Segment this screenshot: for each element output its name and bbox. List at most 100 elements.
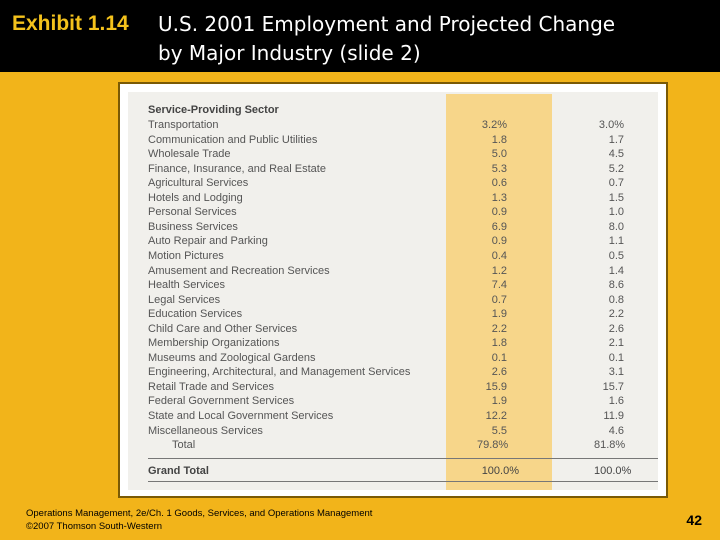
value-2001: 1.9 [491, 395, 507, 408]
value-2001: 0.1 [491, 351, 507, 364]
table-row: Business Services 6.9 8.0 [148, 220, 638, 234]
exhibit-label: Exhibit 1.14 [12, 12, 129, 35]
value-2001: 0.6 [491, 177, 507, 190]
value-2001: 3.2% [481, 119, 507, 131]
industry-name: Retail Trade and Services [148, 380, 274, 393]
table-row: Motion Pictures 0.4 0.5 [148, 249, 638, 263]
table-row: Retail Trade and Services 15.9 15.7 [148, 380, 638, 394]
footer-line-2: ©2007 Thomson South-Western [26, 521, 163, 532]
footer-citation: Operations Management, 2e/Ch. 1 Goods, S… [26, 507, 372, 533]
table-row: Personal Services 0.9 1.0 [148, 205, 638, 219]
industry-name: Personal Services [148, 206, 237, 219]
value-2001: 79.8% [477, 439, 509, 452]
grand-total-projected: 100.0% [594, 465, 632, 477]
value-2001: 12.2 [485, 410, 507, 422]
value-2001: 1.2 [491, 264, 507, 277]
table-row: Engineering, Architectural, and Manageme… [148, 365, 638, 379]
section-title: Service-Providing Sector [148, 104, 279, 116]
table-row: Miscellaneous Services 5.5 4.6 [148, 424, 638, 438]
value-projected: 1.1 [608, 235, 624, 248]
grand-total-label: Grand Total [148, 465, 209, 477]
value-2001: 1.8 [491, 337, 507, 350]
table-row: Auto Repair and Parking 0.9 1.1 [148, 234, 638, 248]
industry-name: Legal Services [148, 293, 221, 306]
industry-name: Education Services [148, 308, 243, 321]
value-projected: 3.1 [608, 366, 624, 379]
table-row: Communication and Public Utilities 1.8 1.7 [148, 133, 638, 147]
table-row: Museums and Zoological Gardens 0.1 0.1 [148, 351, 638, 365]
table-row: Federal Government Services 1.9 1.6 [148, 394, 638, 408]
title-bar: Exhibit 1.14 U.S. 2001 Employment and Pr… [0, 0, 720, 72]
highlight-column [446, 94, 552, 490]
grand-total-2001: 100.0% [481, 465, 519, 477]
value-projected: 0.1 [608, 351, 624, 364]
value-projected: 1.5 [608, 191, 624, 204]
industry-name: Agricultural Services [148, 177, 249, 190]
industry-name: Federal Government Services [148, 395, 295, 408]
value-2001: 5.5 [491, 424, 507, 437]
table-panel [128, 92, 658, 490]
table-row: Agricultural Services 0.6 0.7 [148, 176, 638, 190]
value-projected: 1.4 [608, 264, 624, 277]
value-2001: 2.2 [491, 322, 507, 335]
value-2001: 1.8 [491, 133, 507, 146]
table-row: Health Services 7.4 8.6 [148, 278, 638, 292]
value-2001: 0.9 [491, 235, 507, 248]
value-2001: 1.3 [491, 191, 507, 204]
table-row: State and Local Government Services 12.2 1… [148, 409, 638, 423]
value-projected: 81.8% [594, 439, 626, 452]
table-row: Transportation 3.2% 3.0% [148, 118, 638, 132]
value-projected: 15.7 [602, 380, 624, 393]
industry-name: Amusement and Recreation Services [148, 264, 330, 277]
industry-name: State and Local Government Services [148, 410, 334, 422]
industry-name: Communication and Public Utilities [148, 133, 318, 146]
industry-name: Motion Pictures [148, 249, 224, 262]
value-projected: 2.1 [608, 337, 624, 350]
table-row: Finance, Insurance, and Real Estate 5.3 5.… [148, 162, 638, 176]
slide-title-line-1: U.S. 2001 Employment and Projected Chang… [158, 12, 616, 36]
industry-name: Health Services [148, 279, 226, 292]
industry-name: Museums and Zoological Gardens [148, 351, 316, 364]
value-projected: 0.8 [608, 293, 624, 306]
value-2001: 7.4 [491, 279, 507, 292]
industry-name: Finance, Insurance, and Real Estate [148, 162, 326, 175]
table-row: Hotels and Lodging 1.3 1.5 [148, 191, 638, 205]
value-2001: 6.9 [491, 220, 507, 233]
industry-name: Wholesale Trade [148, 148, 231, 161]
table-row: Child Care and Other Services 2.2 2.6 [148, 322, 638, 336]
value-2001: 2.6 [491, 366, 507, 379]
table-row: Amusement and Recreation Services 1.2 1.4 [148, 264, 638, 278]
industry-name: Membership Organizations [148, 337, 280, 350]
table-row: Education Services 1.9 2.2 [148, 307, 638, 321]
value-2001: 0.4 [491, 249, 507, 262]
divider-top [148, 458, 658, 459]
slide-title-line-2: by Major Industry (slide 2) [158, 41, 421, 65]
grand-total-row: Grand Total 100.0% 100.0% [148, 464, 638, 478]
value-2001: 1.9 [491, 308, 507, 321]
value-2001: 5.0 [491, 148, 507, 161]
page-number: 42 [686, 512, 702, 528]
industry-name: Total [172, 439, 196, 452]
industry-name: Auto Repair and Parking [148, 235, 268, 248]
industry-name: Transportation [148, 119, 219, 131]
value-projected: 0.7 [608, 177, 624, 190]
value-projected: 1.0 [608, 206, 624, 219]
value-projected: 1.7 [608, 133, 624, 146]
footer-line-1: Operations Management, 2e/Ch. 1 Goods, S… [26, 508, 373, 519]
value-projected: 8.0 [608, 220, 624, 233]
value-projected: 2.6 [608, 322, 624, 335]
industry-name: Hotels and Lodging [148, 191, 243, 204]
industry-name: Business Services [148, 220, 238, 233]
value-2001: 15.9 [485, 380, 507, 393]
value-2001: 5.3 [491, 162, 507, 175]
value-projected: 11.9 [603, 410, 624, 422]
value-projected: 4.6 [608, 424, 624, 437]
value-projected: 8.6 [608, 279, 624, 292]
table-row: Total 79.8% 81.8% [148, 438, 638, 452]
value-projected: 5.2 [608, 162, 624, 175]
value-2001: 0.7 [491, 293, 507, 306]
industry-name: Engineering, Architectural, and Manageme… [148, 366, 411, 379]
industry-name: Miscellaneous Services [148, 424, 263, 437]
value-projected: 4.5 [608, 148, 624, 161]
